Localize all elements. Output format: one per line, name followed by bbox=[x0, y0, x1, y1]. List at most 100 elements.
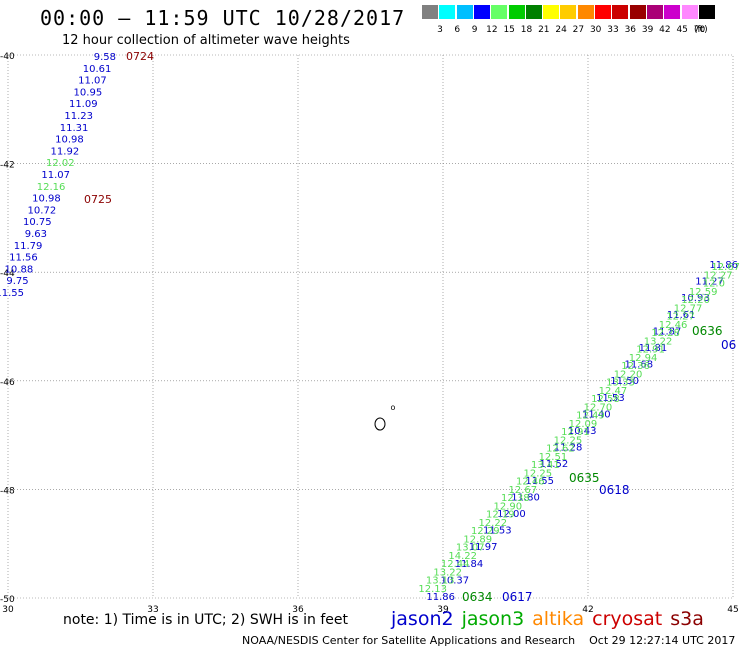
swh-value-jason3: 12.38 bbox=[501, 493, 530, 504]
swh-value-jason2: 11.61 bbox=[667, 310, 696, 321]
legend-swatch bbox=[439, 5, 456, 19]
swh-value-jason2: 11.52 bbox=[540, 459, 569, 470]
swh-value-jason3: 12.25 bbox=[554, 435, 583, 446]
lat-tick-label: -40 bbox=[0, 52, 15, 62]
legend-label: 15 bbox=[503, 25, 515, 35]
swh-value-west: 11.31 bbox=[60, 123, 89, 134]
swh-value-west: 10.95 bbox=[74, 87, 103, 98]
lat-tick-label: -42 bbox=[0, 161, 15, 171]
legend-swatch bbox=[456, 5, 473, 19]
swh-value-jason3: 12.20 bbox=[614, 369, 643, 380]
swh-value-jason3: 12.67 bbox=[711, 262, 740, 273]
swh-value-west: 10.61 bbox=[83, 64, 112, 75]
swh-value-jason3: 13.22 bbox=[644, 336, 673, 347]
footer: NOAA/NESDIS Center for Satellite Applica… bbox=[242, 634, 735, 647]
swh-value-jason3: 12.70 bbox=[584, 402, 613, 413]
swh-value-west: 11.55 bbox=[0, 288, 24, 299]
swh-value-west: 10.72 bbox=[28, 205, 57, 216]
swh-value-jason3: 12.46 bbox=[659, 320, 688, 331]
swh-value-jason3: 14.22 bbox=[448, 551, 477, 562]
swh-value-jason3: 12.62 bbox=[546, 444, 575, 455]
swh-value-jason3: 12.67 bbox=[509, 485, 538, 496]
swh-value-west: 10.98 bbox=[55, 135, 84, 146]
lat-tick-label: -50 bbox=[0, 595, 15, 605]
lon-tick-label: 36 bbox=[292, 605, 304, 615]
map-subtitle: 12 hour collection of altimeter wave hei… bbox=[62, 33, 350, 48]
time-label-jason3: 0635 bbox=[569, 471, 600, 485]
swh-value-west: 9.63 bbox=[25, 229, 47, 240]
swh-value-jason2: 10.93 bbox=[681, 293, 710, 304]
swh-value-jason3: 13.13 bbox=[426, 576, 455, 587]
map-title: 00:00 – 11:59 UTC 10/28/2017 bbox=[40, 6, 406, 30]
swh-value-jason2: 11.80 bbox=[511, 492, 540, 503]
legend-label: 18 bbox=[520, 25, 533, 35]
swh-value-jason3: 12.58 bbox=[591, 394, 620, 405]
island-marker: o bbox=[391, 403, 396, 412]
time-label-s3a: 0724 bbox=[126, 50, 154, 63]
swh-value-jason2: 10.37 bbox=[441, 575, 470, 586]
swh-value-west: 10.98 bbox=[32, 194, 61, 205]
swh-value-jason3: 12.44 bbox=[441, 559, 470, 570]
swh-value-jason2: 11.28 bbox=[554, 443, 583, 454]
swh-value-jason3: 12.19 bbox=[486, 510, 515, 521]
swh-value-west: 11.07 bbox=[78, 76, 107, 87]
swh-value-jason3: 12.29 bbox=[471, 526, 500, 537]
legend-swatch bbox=[595, 5, 611, 19]
legend-label: 12 bbox=[486, 25, 498, 35]
swh-value-jason2: 10.43 bbox=[568, 426, 597, 437]
time-label-s3a: 0725 bbox=[84, 193, 112, 206]
swh-value-jason3: 12.91 bbox=[561, 427, 590, 438]
swh-value-jason2: 11.55 bbox=[525, 476, 554, 487]
swh-value-jason3: 12.0 bbox=[703, 279, 725, 290]
swh-value-jason2: 11.84 bbox=[455, 559, 484, 570]
legend-label: 6 bbox=[454, 25, 461, 35]
lon-tick-label: 33 bbox=[147, 605, 158, 615]
lat-tick-label: -48 bbox=[0, 486, 15, 496]
swh-value-jason3: 12.51 bbox=[539, 452, 568, 463]
time-label-jason2: 0618 bbox=[599, 483, 630, 497]
time-label-jason3: 0634 bbox=[462, 590, 493, 604]
swh-value-west: 11.79 bbox=[14, 241, 43, 252]
swh-value-west: 10.88 bbox=[5, 264, 34, 275]
legend-label: 21 bbox=[538, 25, 550, 35]
swh-value-jason2: 11.81 bbox=[639, 343, 668, 354]
legend-label: 45 bbox=[676, 25, 688, 35]
legend-swatch bbox=[612, 5, 629, 19]
swh-value-west: 11.07 bbox=[41, 170, 70, 181]
legend-swatch bbox=[577, 5, 594, 19]
satellite-s3a: s3a bbox=[670, 608, 704, 630]
legend-swatch bbox=[543, 5, 560, 19]
swh-value-jason3: 12.28 bbox=[651, 328, 680, 339]
swh-value-jason2: 11.86 bbox=[426, 592, 455, 603]
satellite-altika: altika bbox=[532, 608, 585, 630]
swh-value-west: 12.16 bbox=[37, 182, 66, 193]
swh-value-jason3: 13.33 bbox=[606, 378, 635, 389]
legend-swatch bbox=[646, 5, 663, 19]
lon-tick-label: 42 bbox=[582, 605, 593, 615]
legend-swatch bbox=[473, 5, 490, 19]
map-frame bbox=[7, 54, 734, 599]
swh-value-jason2: 11.68 bbox=[624, 360, 653, 371]
swh-value-jason3: 12.22 bbox=[478, 518, 507, 529]
swh-value-jason2: 11.97 bbox=[469, 542, 498, 553]
swh-value-jason3: 12.49 bbox=[576, 411, 605, 422]
swh-value-jason2: 11.50 bbox=[610, 376, 639, 387]
time-label-jason2: 06 bbox=[721, 338, 736, 352]
legend-swatch bbox=[560, 5, 577, 19]
swh-value-west: 11.09 bbox=[69, 99, 98, 110]
swh-value-jason3: 12.27 bbox=[704, 270, 733, 281]
legend-swatch bbox=[491, 5, 508, 19]
legend-swatch bbox=[698, 5, 715, 19]
footer-credit: NOAA/NESDIS Center for Satellite Applica… bbox=[242, 634, 576, 647]
swh-value-west: 9.75 bbox=[6, 276, 28, 287]
island-shape bbox=[374, 417, 386, 431]
swh-value-jason2: 11.87 bbox=[653, 326, 682, 337]
swh-value-jason3: 12.90 bbox=[493, 501, 522, 512]
swh-value-west: 11.56 bbox=[9, 253, 38, 264]
legend-swatch bbox=[525, 5, 542, 19]
swh-value-jason3: 12.89 bbox=[463, 534, 492, 545]
swh-value-jason2: 12.00 bbox=[497, 509, 526, 520]
swh-value-jason2: 11.27 bbox=[695, 277, 724, 288]
swh-value-jason3: 12.77 bbox=[674, 303, 703, 314]
